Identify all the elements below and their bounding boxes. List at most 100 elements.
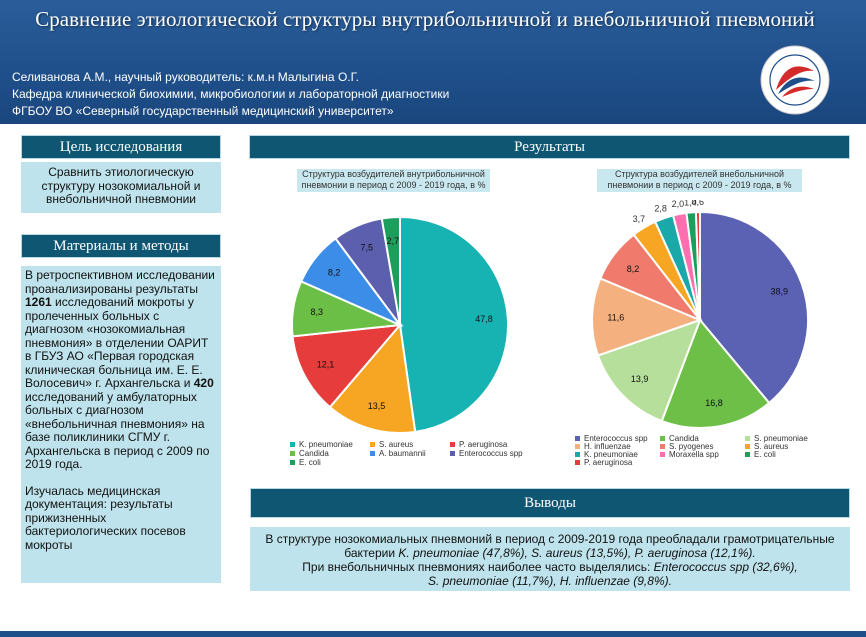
chart1-pie: 47,8 13,5 12,1 8,3 8,2 7,5 2,7 (291, 215, 509, 434)
chart2-label-1: 16,8 (705, 398, 723, 408)
chart2-legend-swatch-8 (745, 452, 750, 458)
chart1-legend-label-6: E. coli (299, 458, 321, 467)
chart2-label-5: 3,7 (633, 214, 646, 224)
chart2-label-2: 13,9 (631, 374, 649, 384)
chart1-legend-label-3: Candida (299, 449, 329, 458)
university-seal-logo (760, 45, 830, 115)
chart2-legend-label-8: E. coli (754, 450, 776, 459)
chart2-legend-label-1: Candida (669, 434, 699, 443)
chart1-legend-item-1: S. aureus (370, 440, 413, 449)
chart1-legend-swatch-0 (290, 442, 295, 448)
aim-section-title: Цель исследования (21, 135, 221, 159)
chart2-legend-swatch-2 (745, 436, 750, 442)
chart1-label-4: 8,2 (328, 267, 341, 277)
university-line: ФГБОУ ВО «Северный государственный медиц… (12, 104, 394, 118)
bottom-bar (0, 631, 866, 637)
conclusion-line-4: S. pneumoniae (11,7%), H. influenzae (9,… (428, 574, 672, 588)
conclusion-line-2-prefix: бактерии (344, 546, 399, 560)
chart2-legend-label-7: Moraxella spp (669, 450, 719, 459)
conclusion-line-3-organisms: Enterococcus spp (32,6%), (653, 560, 798, 574)
chart1-legend-item-2: P. aeruginosa (450, 440, 507, 449)
chart2-legend-swatch-6 (575, 452, 580, 458)
chart2-legend-label-6: K. pneumoniae (584, 450, 638, 459)
chart2-legend-swatch-9 (575, 460, 580, 466)
chart1-title: Структура возбудителей внутрибольничной … (297, 169, 490, 192)
methods-text-part3: исследований у амбулаторных больных с ди… (25, 389, 210, 471)
chart2-legend: Enterococcus spp Candida S. pneumoniae H. i… (575, 434, 820, 479)
chart1-legend-swatch-1 (370, 442, 375, 448)
chart2-legend-swatch-1 (660, 436, 665, 442)
chart2-legend-swatch-0 (575, 436, 580, 442)
chart2-legend-swatch-3 (575, 444, 580, 450)
chart2-label-0: 38,9 (770, 286, 788, 296)
chart1-slice-0 (399, 215, 509, 434)
chart1-label-6: 2,7 (387, 236, 400, 246)
chart2-legend-swatch-7 (660, 452, 665, 458)
chart2-legend-swatch-4 (660, 444, 665, 450)
chart2-legend-label-5: S. aureus (754, 442, 789, 451)
chart2-slice-9 (694, 210, 701, 321)
conclusion-line-2-organisms: K. pneumoniae (47,8%), S. aureus (13,5%)… (398, 546, 756, 560)
chart1-legend-label-1: S. aureus (379, 440, 414, 449)
chart1-legend-item-0: K. pneumoniae (290, 440, 353, 449)
chart2-legend-label-0: Enterococcus spp (584, 434, 648, 443)
chart1-legend-item-5: Enterococcus spp (450, 449, 523, 458)
chart2-legend-item-6: K. pneumoniae (575, 450, 638, 459)
chart1-legend-label-4: A. baumannii (379, 449, 426, 458)
chart2-legend-item-0: Enterococcus spp (575, 434, 648, 443)
chart2-title: Структура возбудителей внебольничной пне… (597, 169, 802, 192)
chart2-slice-0 (699, 210, 809, 405)
authors-line: Селиванова А.М., научный руководитель: к… (12, 70, 359, 84)
results-section-title: Результаты (249, 135, 850, 159)
chart1-legend: K. pneumoniae S. aureus P. aeruginosa Candi… (290, 440, 530, 475)
chart2-legend-item-2: S. pneumoniae (745, 434, 808, 443)
methods-documentation-text: Изучалась медицинская документация: резу… (25, 483, 186, 552)
chart2-pie: 38,9 16,8 13,9 11,6 8,2 3,7 2,8 2,0 1,40,6 (591, 200, 809, 429)
chart2-slice-3 (591, 277, 703, 357)
chart1-label-2: 12,1 (317, 359, 335, 369)
conclusion-line-1: В структуре нозокомиальных пневмоний в п… (265, 532, 835, 546)
conclusions-section-title: Выводы (250, 488, 850, 518)
methods-text-part1: В ретроспективном исследовании проанализ… (25, 268, 215, 296)
chart2-legend-item-1: Candida (660, 434, 699, 443)
methods-count-community: 420 (193, 376, 214, 390)
chart1-legend-swatch-6 (290, 460, 295, 466)
aim-text: Сравнить этиологическую структуру нозоко… (21, 162, 221, 213)
methods-section-title: Материалы и методы (21, 234, 221, 258)
chart1-label-1: 13,5 (368, 401, 386, 411)
chart2-slice-2 (596, 318, 702, 423)
chart1-legend-item-6: E. coli (290, 458, 321, 467)
chart1-label-0: 47,8 (475, 314, 493, 324)
chart1-label-3: 8,3 (311, 307, 324, 317)
chart2-label-8: 1,4 (684, 200, 697, 207)
chart1-legend-swatch-4 (370, 451, 375, 457)
conclusion-line-3-prefix: При внебольничных пневмониях наиболее ча… (302, 560, 654, 574)
chart1-slice-6 (380, 215, 401, 326)
methods-text: В ретроспективном исследовании проанализ… (21, 266, 221, 583)
methods-text-part2: исследований мокроты у пролеченных больн… (25, 295, 209, 390)
poster-title: Сравнение этиологической структуры внутр… (35, 7, 815, 31)
methods-count-nosocomial: 1261 (25, 295, 52, 309)
chart2-legend-item-3: H. influenzae (575, 442, 631, 451)
chart2-label-6: 2,8 (654, 204, 667, 214)
chart2-legend-item-9: P. aeruginosa (575, 458, 632, 467)
chart1-legend-label-0: K. pneumoniae (299, 440, 353, 449)
chart2-legend-item-5: S. aureus (745, 442, 788, 451)
chart2-legend-label-9: P. aeruginosa (584, 458, 633, 467)
chart2-legend-label-4: S. pyogenes (669, 442, 714, 451)
chart1-legend-item-4: A. baumannii (370, 449, 426, 458)
chart1-legend-item-3: Candida (290, 449, 329, 458)
chart1-slice-2 (291, 323, 403, 409)
chart2-label-3: 11,6 (607, 312, 624, 322)
chart2-legend-item-8: E. coli (745, 450, 776, 459)
chart2-legend-item-4: S. pyogenes (660, 442, 713, 451)
chart1-legend-label-5: Enterococcus spp (459, 449, 523, 458)
chart2-legend-item-7: Moraxella spp (660, 450, 719, 459)
chart1-label-5: 7,5 (361, 243, 374, 253)
chart1-slice-1 (328, 322, 417, 434)
chart1-legend-swatch-5 (450, 451, 455, 457)
chart2-legend-swatch-5 (745, 444, 750, 450)
chart2-legend-label-3: H. influenzae (584, 442, 631, 451)
chart1-legend-label-2: P. aeruginosa (459, 440, 508, 449)
chart2-label-9: 0,6 (692, 200, 705, 207)
